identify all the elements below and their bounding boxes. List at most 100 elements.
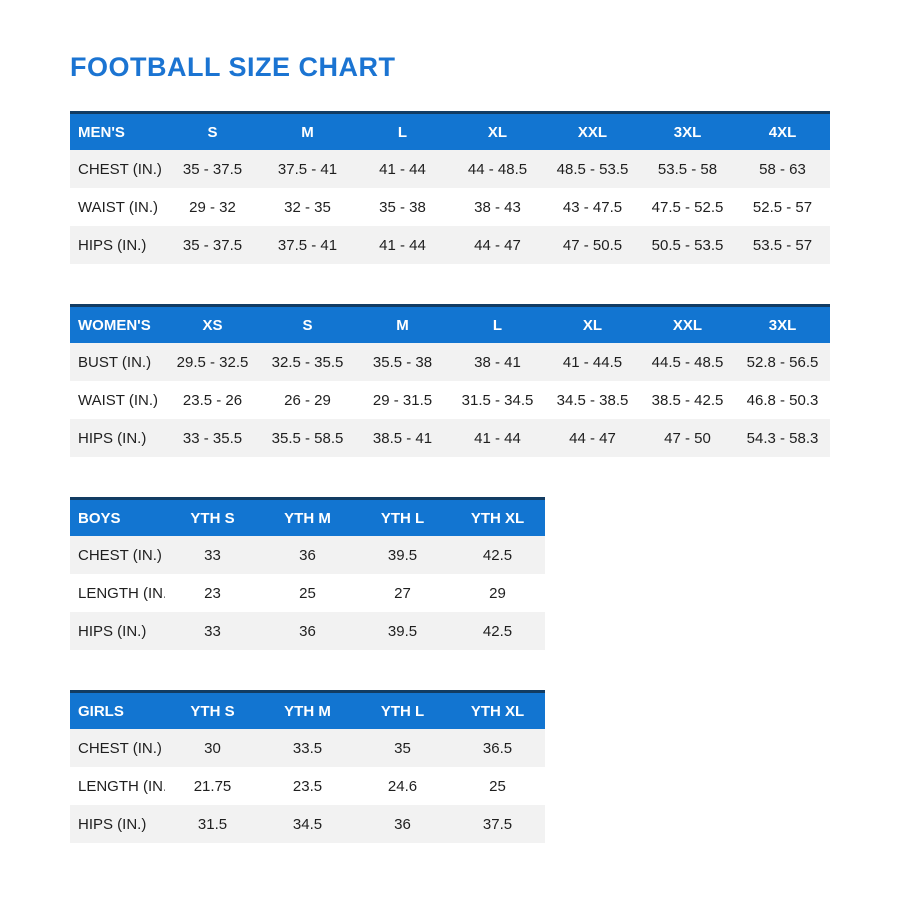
cell-value: 33 - 35.5 xyxy=(182,429,243,447)
column-header: L xyxy=(450,304,545,343)
cell-value: 33.5 xyxy=(292,739,323,757)
row-label: CHEST (IN.) xyxy=(78,160,162,178)
column-header: 3XL xyxy=(735,304,830,343)
column-header: L xyxy=(355,111,450,150)
column-header: XXL xyxy=(640,304,735,343)
row-label: LENGTH (IN.) xyxy=(78,584,165,602)
cell-value: 32.5 - 35.5 xyxy=(271,353,344,371)
cell-value: 41 - 44 xyxy=(379,236,426,254)
cell-value: 44 - 48.5 xyxy=(467,160,528,178)
column-header: YTH M xyxy=(260,497,355,536)
cell-value: 41 - 44.5 xyxy=(562,353,623,371)
table-title-girls: GIRLS xyxy=(70,690,165,729)
cell-value: 50.5 - 53.5 xyxy=(651,236,724,254)
cell-value: 36 xyxy=(394,815,411,833)
header-row: WOMEN'S XS S M L XL XXL 3XL xyxy=(70,304,830,343)
cell-value: 36 xyxy=(299,546,316,564)
cell-value: 44 - 47 xyxy=(474,236,521,254)
cell-value: 34.5 - 38.5 xyxy=(556,391,629,409)
cell-value: 42.5 xyxy=(482,546,513,564)
cell-value: 23.5 xyxy=(292,777,323,795)
cell-value: 34.5 xyxy=(292,815,323,833)
cell-value: 37.5 - 41 xyxy=(277,236,338,254)
column-header: YTH XL xyxy=(450,690,545,729)
column-header: M xyxy=(260,111,355,150)
column-header: YTH S xyxy=(165,497,260,536)
row-label: HIPS (IN.) xyxy=(78,815,147,833)
row-label: CHEST (IN.) xyxy=(78,739,162,757)
cell-value: 38 - 43 xyxy=(474,198,521,216)
table-row: HIPS (IN.) 33 - 35.5 35.5 - 58.5 38.5 - 41 4… xyxy=(70,419,830,457)
cell-value: 35 - 37.5 xyxy=(182,160,243,178)
cell-value: 44 - 47 xyxy=(569,429,616,447)
cell-value: 43 - 47.5 xyxy=(562,198,623,216)
cell-value: 27 xyxy=(394,584,411,602)
cell-value: 31.5 xyxy=(197,815,228,833)
column-header: 3XL xyxy=(640,111,735,150)
cell-value: 48.5 - 53.5 xyxy=(556,160,629,178)
row-label: BUST (IN.) xyxy=(78,353,152,371)
table-row: LENGTH (IN.) 23 25 27 29 xyxy=(70,574,545,612)
column-header: YTH L xyxy=(355,690,450,729)
column-header: 4XL xyxy=(735,111,830,150)
cell-value: 35 xyxy=(394,739,411,757)
row-label: WAIST (IN.) xyxy=(78,391,158,409)
cell-value: 23 xyxy=(204,584,221,602)
table-row: HIPS (IN.) 31.5 34.5 36 37.5 xyxy=(70,805,545,843)
header-row: MEN'S S M L XL XXL 3XL 4XL xyxy=(70,111,830,150)
cell-value: 39.5 xyxy=(387,622,418,640)
cell-value: 41 - 44 xyxy=(474,429,521,447)
table-row: HIPS (IN.) 35 - 37.5 37.5 - 41 41 - 44 44 - … xyxy=(70,226,830,264)
size-table-girls: GIRLS YTH S YTH M YTH L YTH XL CHEST (IN.) 30 3… xyxy=(70,690,545,843)
cell-value: 53.5 - 57 xyxy=(752,236,813,254)
cell-value: 39.5 xyxy=(387,546,418,564)
table-row: WAIST (IN.) 23.5 - 26 26 - 29 29 - 31.5 31.5… xyxy=(70,381,830,419)
cell-value: 33 xyxy=(204,622,221,640)
size-table-mens: MEN'S S M L XL XXL 3XL 4XL CHEST (IN.) 35 - 37.5 3… xyxy=(70,111,830,264)
cell-value: 36 xyxy=(299,622,316,640)
cell-value: 54.3 - 58.3 xyxy=(746,429,819,447)
cell-value: 58 - 63 xyxy=(759,160,806,178)
size-table-boys: BOYS YTH S YTH M YTH L YTH XL CHEST (IN.) 33 36… xyxy=(70,497,545,650)
row-label: HIPS (IN.) xyxy=(78,429,147,447)
cell-value: 21.75 xyxy=(193,777,232,795)
cell-value: 29 xyxy=(489,584,506,602)
cell-value: 29 - 31.5 xyxy=(372,391,433,409)
column-header: YTH S xyxy=(165,690,260,729)
table-row: BUST (IN.) 29.5 - 32.5 32.5 - 35.5 35.5 - 3… xyxy=(70,343,830,381)
column-header: YTH M xyxy=(260,690,355,729)
page-title: FOOTBALL SIZE CHART xyxy=(70,52,396,82)
cell-value: 32 - 35 xyxy=(284,198,331,216)
cell-value: 29.5 - 32.5 xyxy=(176,353,249,371)
table-row: HIPS (IN.) 33 36 39.5 42.5 xyxy=(70,612,545,650)
cell-value: 52.8 - 56.5 xyxy=(746,353,819,371)
column-header: S xyxy=(260,304,355,343)
cell-value: 23.5 - 26 xyxy=(182,391,243,409)
tables-container: MEN'S S M L XL XXL 3XL 4XL CHEST (IN.) 35 - 37.5 3… xyxy=(70,111,830,843)
cell-value: 47 - 50.5 xyxy=(562,236,623,254)
cell-value: 41 - 44 xyxy=(379,160,426,178)
column-header: XL xyxy=(450,111,545,150)
cell-value: 24.6 xyxy=(387,777,418,795)
row-label: CHEST (IN.) xyxy=(78,546,162,564)
column-header: XS xyxy=(165,304,260,343)
table-row: CHEST (IN.) 33 36 39.5 42.5 xyxy=(70,536,545,574)
table-row: WAIST (IN.) 29 - 32 32 - 35 35 - 38 38 - 43 4… xyxy=(70,188,830,226)
cell-value: 25 xyxy=(489,777,506,795)
cell-value: 38 - 41 xyxy=(474,353,521,371)
cell-value: 35 - 38 xyxy=(379,198,426,216)
cell-value: 47.5 - 52.5 xyxy=(651,198,724,216)
cell-value: 38.5 - 42.5 xyxy=(651,391,724,409)
cell-value: 37.5 xyxy=(482,815,513,833)
column-header: XL xyxy=(545,304,640,343)
cell-value: 37.5 - 41 xyxy=(277,160,338,178)
table-title-mens: MEN'S xyxy=(70,111,165,150)
cell-value: 35.5 - 58.5 xyxy=(271,429,344,447)
cell-value: 31.5 - 34.5 xyxy=(461,391,534,409)
column-header: YTH L xyxy=(355,497,450,536)
cell-value: 33 xyxy=(204,546,221,564)
row-label: LENGTH (IN.) xyxy=(78,777,165,795)
column-header: S xyxy=(165,111,260,150)
cell-value: 44.5 - 48.5 xyxy=(651,353,724,371)
